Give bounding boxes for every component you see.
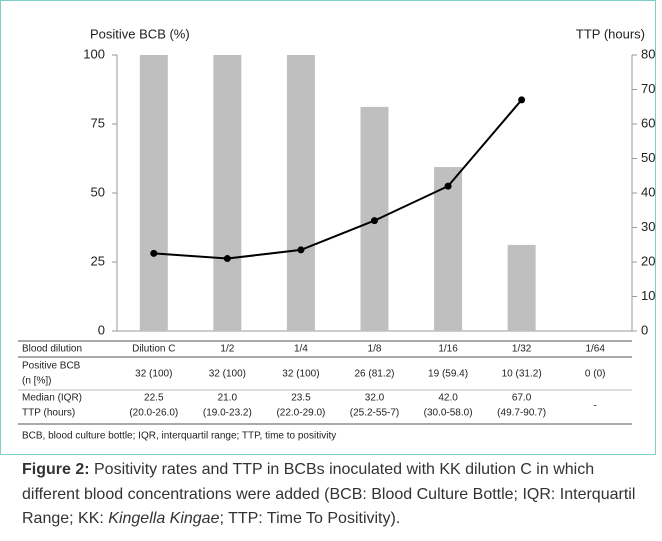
y2-axis-label: TTP (hours) [576,26,645,41]
table-cell: (19.0-23.2) [203,408,252,419]
frame [0,0,656,455]
table-cell: (25.2-55-7) [350,408,399,419]
median-label: 22.5 [144,393,164,404]
median-label: 67.0 [512,393,532,404]
y2-tick-label: 10 [641,288,655,303]
y-tick-label: 75 [91,115,105,130]
point [297,246,305,254]
table-cell: (22.0-29.0) [276,408,325,419]
median-label: 42.0 [438,393,458,404]
caption-italic: Kingella Kingae [108,510,220,527]
y2-tick-label: 60 [641,115,655,130]
row-label: (n [%]) [22,376,51,387]
caption-label: Figure 2: [22,461,90,478]
row-label: Median (IQR) [22,393,82,404]
bar [139,55,168,331]
table-cell: 32 (100) [209,369,246,380]
y-tick-label: 0 [98,322,105,337]
median-label: 21.0 [218,393,238,404]
table-cell: 32 (100) [135,369,172,380]
y2-tick-label: 50 [641,150,655,165]
median-label: - [594,401,597,412]
bar [434,167,463,331]
point [518,96,526,104]
row-label: TTP (hours) [22,408,75,419]
row-label: Positive BCB [22,361,81,372]
table-cell: (49.7-90.7) [497,408,546,419]
x-tick-label: 1/64 [585,344,605,355]
y2-tick-label: 30 [641,219,655,234]
table-footnote: BCB, blood culture bottle; IQR, interqua… [22,431,336,442]
table-cell: 0 (0) [585,369,606,380]
y2-tick-label: 20 [641,253,655,268]
x-tick-label: 1/8 [368,344,382,355]
bar [213,55,242,331]
table-cell: 32 (100) [282,369,319,380]
table-cell: (30.0-58.0) [424,408,473,419]
x-tick-label: 1/16 [438,344,458,355]
bar [507,244,536,331]
point [150,249,158,257]
line [153,99,523,260]
y-tick-label: 50 [91,184,105,199]
median-label: 23.5 [291,393,311,404]
x-tick-label: 1/2 [220,344,234,355]
y-tick-label: 100 [83,46,105,61]
table-header: Blood dilution [22,344,82,355]
y2-tick-label: 80 [641,46,655,61]
table-cell: 10 (31.2) [502,369,542,380]
caption-text: Positivity rates and TTP in BCBs inocula… [22,461,636,527]
x-tick-label: Dilution C [132,344,175,355]
point [223,255,231,263]
y-tick-label: 25 [91,253,105,268]
x-tick-label: 1/32 [512,344,532,355]
point [371,217,378,225]
table-cell: 19 (59.4) [428,369,468,380]
y2-tick-label: 0 [641,322,648,337]
caption: Figure 2: Positivity rates and TTP in BC… [22,458,652,532]
caption-text: ; TTP: Time To Positivity). [219,510,401,527]
y-axis-label: Positive BCB (%) [90,26,190,41]
point [444,182,452,190]
table-cell: 26 (81.2) [354,369,394,380]
table-cell: (20.0-26.0) [129,408,178,419]
y2-tick-label: 70 [641,81,655,96]
median-label: 32.0 [365,393,385,404]
chart: Positive BCB (%) TTP (hours) Blood dilut… [0,0,656,455]
y2-tick-label: 40 [641,184,655,199]
x-tick-label: 1/4 [294,344,308,355]
bar [286,55,315,331]
